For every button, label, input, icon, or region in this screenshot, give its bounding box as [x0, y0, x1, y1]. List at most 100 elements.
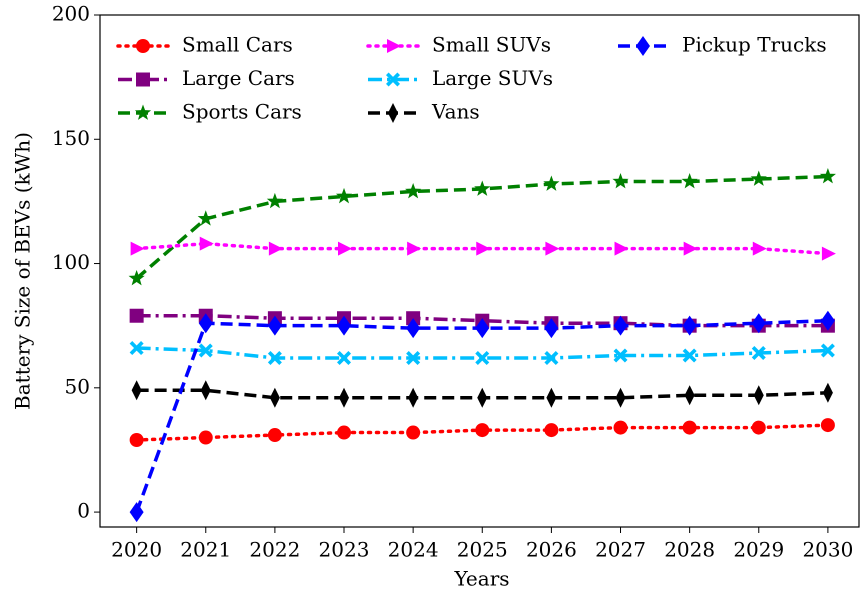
data-point — [614, 241, 629, 256]
data-point — [544, 318, 559, 339]
data-point — [477, 387, 488, 408]
data-point — [338, 241, 353, 256]
series-line — [136, 346, 828, 360]
data-point — [408, 387, 419, 408]
data-point — [751, 420, 766, 435]
data-point — [129, 433, 144, 448]
data-point — [339, 387, 350, 408]
data-point — [268, 241, 283, 256]
data-point — [129, 308, 144, 323]
legend-label: Vans — [431, 100, 480, 124]
legend-label: Small SUVs — [432, 33, 551, 57]
data-point — [613, 420, 628, 435]
x-tick-label: 2028 — [664, 538, 715, 562]
y-tick-label: 150 — [52, 126, 90, 150]
legend-entry: Sports Cars — [118, 100, 302, 124]
data-point — [681, 173, 698, 189]
legend-entry: Small SUVs — [366, 33, 551, 57]
legend-entry: Vans — [368, 100, 480, 124]
data-point — [267, 350, 282, 365]
data-point — [821, 246, 836, 261]
data-point — [337, 425, 352, 440]
legend-marker — [136, 72, 150, 87]
legend-marker — [386, 72, 400, 87]
x-tick-label: 2020 — [111, 538, 162, 562]
data-point — [682, 315, 697, 336]
data-point — [820, 343, 835, 358]
x-tick-label: 2023 — [319, 538, 370, 562]
legend-marker — [136, 39, 150, 53]
x-tick-label: 2022 — [249, 538, 300, 562]
data-point — [129, 502, 144, 523]
x-tick-label: 2026 — [526, 538, 577, 562]
data-point — [613, 348, 628, 363]
legend-label: Pickup Trucks — [682, 33, 827, 57]
data-point — [819, 168, 836, 184]
data-point — [335, 187, 353, 204]
data-point — [198, 313, 213, 334]
legend-marker — [134, 104, 152, 120]
data-point — [475, 318, 490, 339]
data-point — [613, 315, 628, 336]
data-point — [475, 423, 490, 438]
data-point — [267, 315, 282, 336]
legend-label: Small Cars — [182, 33, 293, 57]
data-point — [682, 348, 697, 363]
data-point — [406, 350, 421, 365]
legend-entry: Large Cars — [118, 66, 295, 90]
data-point — [751, 346, 766, 361]
data-point — [544, 423, 559, 438]
data-point — [200, 380, 211, 401]
legend-label: Large Cars — [182, 66, 295, 90]
data-point — [129, 341, 144, 356]
x-tick-label: 2029 — [733, 538, 784, 562]
data-point — [615, 387, 626, 408]
data-point — [753, 385, 764, 406]
legend-marker — [388, 103, 398, 123]
legend-label: Large SUVs — [432, 66, 553, 90]
data-point — [266, 192, 283, 209]
data-point — [683, 241, 698, 256]
data-point — [820, 418, 835, 433]
y-axis-label: Battery Size of BEVs (kWh) — [11, 132, 35, 410]
data-point — [198, 343, 213, 358]
legend-entry: Pickup Trucks — [618, 33, 827, 57]
series-line — [134, 318, 828, 513]
data-point — [197, 210, 214, 226]
data-point — [269, 387, 280, 408]
x-axis-label: Years — [453, 567, 509, 591]
data-point — [199, 236, 214, 251]
x-tick-label: 2021 — [180, 538, 231, 562]
legend-entry: Small Cars — [116, 33, 293, 57]
data-point — [820, 310, 835, 331]
data-point — [130, 241, 145, 256]
data-point — [267, 428, 282, 443]
data-point — [546, 387, 557, 408]
data-point — [131, 380, 142, 401]
data-point — [128, 269, 145, 286]
data-point — [406, 425, 421, 440]
data-point — [474, 180, 491, 196]
data-point — [405, 182, 422, 199]
x-tick-label: 2025 — [457, 538, 508, 562]
data-point — [337, 350, 352, 365]
y-tick-label: 0 — [77, 499, 90, 523]
legend-entry: Large SUVs — [368, 66, 553, 90]
legend-label: Sports Cars — [182, 100, 302, 124]
data-point — [337, 315, 352, 336]
x-tick-label: 2027 — [595, 538, 646, 562]
data-point — [751, 313, 766, 334]
data-point — [406, 318, 421, 339]
data-point — [822, 382, 833, 403]
data-point — [612, 173, 629, 189]
plot-frame — [99, 14, 860, 528]
y-tick-label: 100 — [52, 250, 90, 274]
legend-marker — [636, 36, 650, 56]
legend-marker — [387, 39, 401, 53]
data-point — [544, 350, 559, 365]
data-point — [752, 241, 767, 256]
data-point — [407, 241, 422, 256]
data-point — [682, 420, 697, 435]
x-tick-label: 2024 — [388, 538, 439, 562]
